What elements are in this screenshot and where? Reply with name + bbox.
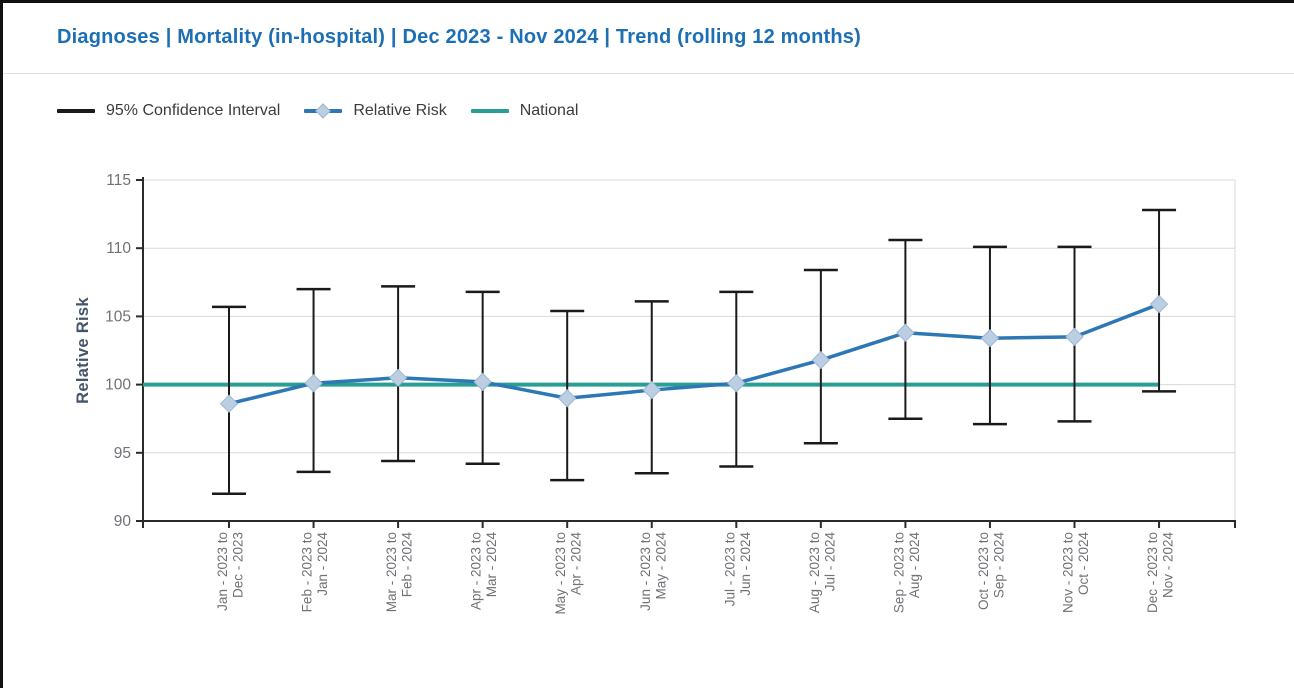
legend-label: 95% Confidence Interval (106, 102, 281, 119)
relative-risk-marker (896, 323, 915, 342)
x-tick-label: Dec - 2023 to (1145, 532, 1160, 613)
x-tick-label: Apr - 2023 to (469, 532, 484, 610)
x-tick-label: Aug - 2024 (907, 532, 922, 599)
relative-risk-line-icon (304, 103, 343, 119)
relative-risk-marker (388, 368, 408, 387)
y-tick-label: 90 (114, 513, 132, 530)
x-tick-label: Apr - 2024 (569, 532, 584, 596)
x-tick-label: Nov - 2023 to (1061, 532, 1076, 613)
y-tick-label: 110 (106, 240, 131, 257)
x-tick-label: Oct - 2023 to (976, 532, 991, 610)
x-tick-label: Feb - 2024 (400, 532, 415, 598)
window-border-left (0, 0, 3, 688)
x-tick-label: Feb - 2023 to (300, 532, 315, 612)
y-tick-label: 100 (105, 377, 131, 394)
relative-risk-marker (473, 372, 492, 392)
x-tick-label: Sep - 2023 to (891, 532, 906, 613)
legend-item-national[interactable]: National (470, 102, 579, 120)
y-axis-title: Relative Risk (74, 297, 92, 404)
x-tick-label: May - 2023 to (553, 532, 568, 615)
x-tick-label: Jul - 2023 to (722, 532, 737, 606)
x-tick-label: Jun - 2023 to (638, 532, 653, 611)
x-tick-label: Nov - 2024 (1161, 532, 1176, 599)
x-tick-label: Aug - 2023 to (807, 532, 822, 613)
confidence-interval-line-icon (57, 109, 95, 113)
x-tick-label: Jan - 2023 to (215, 532, 230, 611)
national-line-icon (470, 109, 509, 113)
x-tick-label: Jul - 2024 (822, 532, 837, 592)
x-tick-label: Jun - 2024 (738, 532, 753, 596)
x-tick-label: Sep - 2024 (991, 532, 1006, 599)
relative-risk-marker (304, 374, 323, 393)
relative-risk-marker (811, 350, 831, 370)
legend-label: National (519, 102, 579, 119)
relative-risk-marker (980, 329, 1000, 348)
legend-item-confidence-interval[interactable]: 95% Confidence Interval (57, 102, 280, 120)
page-title: Diagnoses | Mortality (in-hospital) | De… (57, 26, 861, 48)
relative-risk-marker (727, 374, 746, 393)
x-tick-label: Mar - 2023 to (384, 532, 399, 612)
relative-risk-marker (1065, 327, 1084, 347)
relative-risk-marker (642, 380, 661, 400)
legend-label: Relative Risk (353, 102, 447, 119)
x-tick-label: Mar - 2024 (484, 532, 499, 598)
y-tick-label: 95 (114, 445, 131, 462)
y-tick-label: 105 (105, 308, 131, 325)
x-tick-label: Dec - 2023 (231, 532, 246, 598)
title-separator (3, 73, 1294, 74)
window-border-top (0, 0, 1294, 3)
relative-risk-marker (557, 389, 577, 408)
relative-risk-line (227, 302, 1161, 406)
x-tick-label: Oct - 2024 (1076, 532, 1091, 596)
x-tick-label: May - 2024 (653, 532, 668, 600)
y-tick-label: 115 (106, 172, 131, 189)
chart-legend: 95% Confidence Interval Relative Risk Na… (57, 102, 602, 120)
relative-risk-marker (1149, 294, 1169, 314)
relative-risk-marker (219, 394, 239, 413)
x-tick-label: Jan - 2024 (315, 532, 330, 596)
legend-item-relative-risk[interactable]: Relative Risk (304, 102, 447, 120)
